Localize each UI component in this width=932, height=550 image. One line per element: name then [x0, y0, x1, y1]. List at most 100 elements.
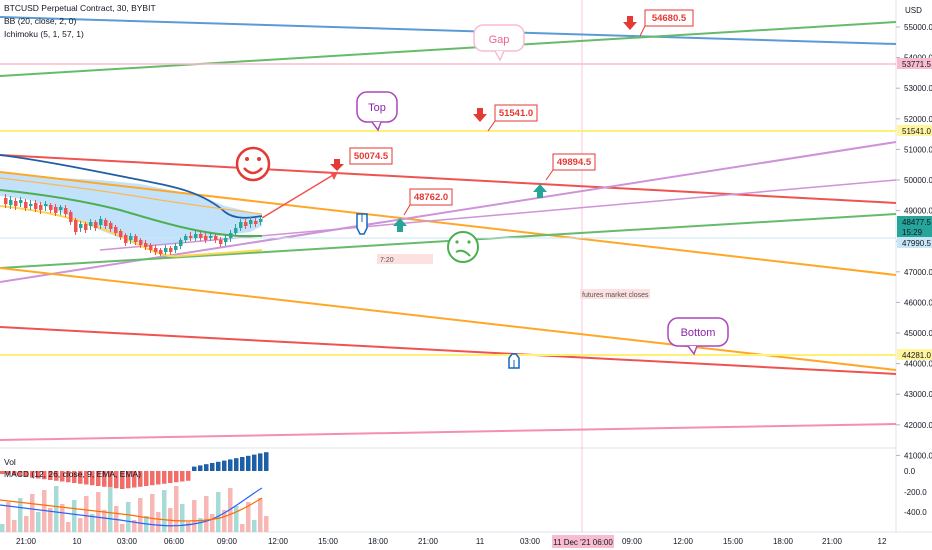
- happy-face-icon: [235, 146, 271, 182]
- volume-bar: [210, 514, 215, 532]
- time-note-bg: [377, 254, 433, 264]
- candle-body: [34, 203, 38, 209]
- trendline-orange-upper[interactable]: [0, 171, 897, 276]
- macd-histogram-bar: [18, 471, 23, 477]
- macd-label[interactable]: MACD (12, 26, close, 9, EMA, EMA): [4, 469, 141, 479]
- callout-48762[interactable]: 48762.0: [403, 188, 453, 216]
- volume-bar: [216, 492, 221, 532]
- volume-bar: [96, 492, 101, 532]
- price-badge: [897, 58, 932, 69]
- macd-histogram-bar: [24, 471, 29, 477]
- gap-bubble[interactable]: Gap: [473, 24, 525, 62]
- price-tick-label: 44000.0: [904, 360, 932, 369]
- macd-histogram-bar: [180, 471, 185, 482]
- candle-body: [254, 221, 258, 224]
- volume-bar: [90, 514, 95, 532]
- vol-label[interactable]: Vol: [4, 457, 16, 467]
- candle-body: [139, 240, 143, 245]
- candle-body: [49, 205, 53, 210]
- trendline-blue[interactable]: [0, 16, 897, 45]
- volume-bar: [198, 518, 203, 532]
- trendline-green-mid[interactable]: [0, 213, 897, 269]
- callout-49894[interactable]: 49894.5: [545, 153, 596, 181]
- candle-body: [99, 219, 103, 225]
- macd-histogram-bar: [156, 471, 161, 485]
- macd-histogram-bar: [264, 452, 269, 471]
- macd-histogram-bar: [168, 471, 173, 483]
- price-tick-label: 43000.0: [904, 390, 932, 399]
- macd-histogram-bar: [90, 471, 95, 486]
- candle-body: [119, 231, 123, 237]
- down-arrow-icon: [623, 16, 637, 30]
- macd-histogram-bar: [12, 471, 17, 476]
- up-arrow-icon: [533, 184, 547, 198]
- volume-bar: [246, 502, 251, 532]
- indicator-bb[interactable]: BB (20, close, 2, 0): [4, 16, 77, 26]
- callout-50074[interactable]: 50074.5: [349, 147, 393, 165]
- trendline-red-lower[interactable]: [0, 326, 897, 375]
- bottom-bubble[interactable]: Bottom: [667, 317, 729, 356]
- volume-bar: [84, 496, 89, 532]
- trendline-green-top[interactable]: [0, 21, 897, 77]
- time-tick-label: 18:00: [773, 537, 794, 546]
- volume-bar: [138, 498, 143, 532]
- candle-body: [234, 228, 238, 233]
- macd-histogram-bar: [36, 471, 41, 479]
- price-badge: [897, 237, 932, 248]
- volume-bar: [108, 488, 113, 532]
- time-tick-label: 06:00: [164, 537, 185, 546]
- volume-bar: [6, 502, 11, 532]
- macd-histogram-bar: [174, 471, 179, 483]
- trendline-red-upper[interactable]: [0, 154, 897, 204]
- down-arrow-icon: [473, 108, 487, 122]
- ichimoku-cloud: [0, 172, 262, 246]
- volume-bar: [18, 498, 23, 532]
- top-bubble[interactable]: Top: [356, 91, 398, 132]
- candle-body: [39, 205, 43, 210]
- time-tick-label: 10: [73, 537, 82, 546]
- up-arrow-icon: [393, 218, 407, 232]
- callout-48762-text: 48762.0: [414, 192, 448, 203]
- candle-body: [114, 227, 118, 233]
- macd-histogram-bar: [150, 471, 155, 486]
- macd-line: [0, 487, 263, 527]
- volume-bar: [60, 504, 65, 532]
- price-tick-label: 41000.0: [904, 451, 932, 460]
- callout-54680[interactable]: 54680.5: [639, 9, 694, 37]
- candle-body: [219, 240, 223, 244]
- time-tick-label: 18:00: [368, 537, 389, 546]
- price-badge-label: 44281.0: [902, 351, 931, 360]
- macd-histogram-bar: [240, 457, 245, 471]
- trendline-orange-lower[interactable]: [0, 267, 897, 371]
- candle-body: [149, 245, 153, 250]
- candle-body: [64, 208, 68, 214]
- trendline-pink-bottom[interactable]: [0, 423, 897, 441]
- confused-face-icon: [447, 231, 479, 263]
- macd-histogram-bar: [138, 471, 143, 487]
- bb-middle-curve: [0, 189, 262, 237]
- candle-body: [249, 220, 253, 224]
- callout-51541[interactable]: 51541.0: [487, 104, 538, 132]
- time-tick-label: 21:00: [16, 537, 37, 546]
- volume-bar: [180, 504, 185, 532]
- macd-histogram-bar: [108, 471, 113, 488]
- time-tick-label: 12:00: [268, 537, 289, 546]
- candle-body: [159, 250, 163, 254]
- candle-body: [109, 223, 113, 229]
- candle-body: [84, 224, 88, 230]
- time-axis[interactable]: 21:00 10 03:00 06:00 09:00 12:00 15:00 18:00 21:…: [16, 535, 887, 548]
- volume-bar: [162, 490, 167, 532]
- macd-histogram-bar: [84, 471, 89, 485]
- indicator-ichimoku[interactable]: Ichimoku (5, 1, 57, 1): [4, 29, 84, 39]
- volume-bar: [192, 500, 197, 532]
- volume-bar: [102, 510, 107, 532]
- macd-histogram-bar: [54, 471, 59, 481]
- candle-body: [59, 207, 63, 210]
- macd-tick-label: -400.0: [904, 508, 927, 517]
- pointing-up-hand-icon: [508, 353, 520, 369]
- candle-body: [54, 207, 58, 213]
- macd-histogram-bar: [186, 471, 191, 481]
- bb-upper-curve: [0, 154, 263, 219]
- candle-body: [94, 222, 98, 228]
